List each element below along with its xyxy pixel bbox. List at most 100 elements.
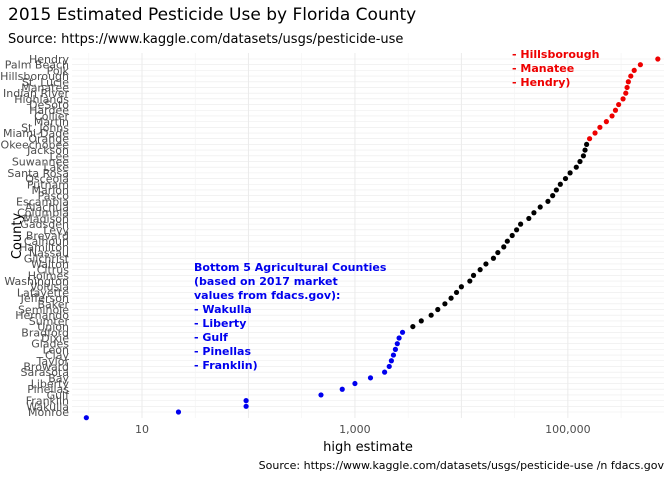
- y-tick-label: Calhoun: [24, 235, 69, 248]
- data-point: [537, 204, 543, 210]
- top-annotation-line: - Hillsborough: [512, 48, 599, 61]
- data-point: [655, 56, 661, 62]
- data-point: [609, 113, 615, 119]
- data-point: [448, 295, 454, 301]
- data-point: [553, 187, 559, 193]
- data-point: [526, 215, 532, 222]
- data-point: [396, 335, 402, 341]
- data-point: [399, 329, 406, 335]
- data-point: [352, 380, 358, 387]
- data-point: [470, 272, 477, 278]
- data-point: [175, 409, 182, 415]
- data-point: [495, 249, 501, 256]
- y-tick-label: Lake: [43, 161, 69, 174]
- data-point: [557, 181, 563, 187]
- data-point: [390, 352, 397, 358]
- data-point: [442, 301, 448, 307]
- data-point: [243, 403, 249, 409]
- y-axis-title: County: [10, 213, 25, 260]
- y-tick-label: St. Lucie: [22, 76, 69, 89]
- y-tick-label: Franklin: [26, 395, 69, 408]
- data-point: [518, 221, 524, 227]
- data-point: [453, 289, 460, 296]
- annotations: - Hillsborough- Manatee- Hendry) Bottom 5…: [194, 48, 599, 372]
- bottom-annotation-line: (based on 2017 market: [194, 275, 338, 288]
- y-tick-label: Orange: [28, 133, 69, 146]
- data-point: [550, 193, 556, 199]
- y-tick-label: Columbia: [17, 207, 69, 220]
- y-tick-label: Escambia: [16, 195, 69, 208]
- data-point: [367, 375, 374, 381]
- data-point: [631, 67, 637, 73]
- data-point: [513, 227, 520, 233]
- data-point: [625, 79, 631, 85]
- y-tick-label: Bay: [48, 372, 69, 385]
- data-point: [582, 147, 588, 153]
- y-tick-label: Hernando: [15, 309, 69, 322]
- y-tick-label: Brevard: [26, 230, 69, 243]
- data-point: [577, 158, 583, 165]
- x-tick-label: 10: [135, 423, 149, 436]
- y-tick-label: Lafayette: [17, 286, 69, 299]
- y-tick-label: Dixie: [41, 332, 69, 345]
- data-point: [545, 198, 551, 204]
- bottom-annotation-line: - Wakulla: [194, 303, 252, 316]
- data-point: [567, 170, 573, 176]
- y-tick-label: Indian River: [3, 87, 69, 100]
- data-point: [490, 255, 497, 261]
- y-tick-label: Highlands: [14, 93, 69, 106]
- y-tick-label: Jackson: [26, 144, 69, 157]
- y-tick-label: Hardee: [29, 104, 69, 117]
- data-point: [388, 358, 394, 364]
- data-point: [428, 312, 434, 318]
- y-tick-label: St. Johns: [21, 121, 69, 134]
- data-point: [382, 369, 388, 375]
- bottom-annotation-line: values from fdacs.gov):: [194, 289, 340, 302]
- data-point: [243, 398, 249, 404]
- top-annotation-line: - Manatee: [512, 62, 574, 75]
- y-tick-label: Gulf: [47, 389, 71, 402]
- y-tick-label: Gilchrist: [24, 252, 70, 265]
- x-tick-labels: 10 1,000 100,000: [135, 423, 591, 436]
- y-tick-label: Monroe: [28, 406, 69, 419]
- y-tick-label: Levy: [43, 224, 69, 237]
- chart-caption: Source: https://www.kaggle.com/datasets/…: [258, 459, 664, 472]
- y-tick-label: Broward: [23, 360, 69, 373]
- data-point: [592, 130, 598, 136]
- data-point: [531, 210, 537, 216]
- y-tick-label: Taylor: [36, 355, 70, 368]
- data-points: [83, 56, 661, 421]
- data-point: [435, 306, 441, 313]
- y-tick-label: Nassau: [29, 247, 69, 260]
- data-point: [624, 84, 630, 91]
- data-point: [509, 232, 515, 239]
- y-tick-label: Wakulla: [26, 400, 69, 413]
- y-tick-label: Santa Rosa: [7, 167, 69, 180]
- y-tick-label: Walton: [31, 258, 69, 271]
- y-tick-label: Holmes: [28, 269, 70, 282]
- y-tick-label: Marion: [31, 184, 69, 197]
- x-axis-title: high estimate: [323, 440, 413, 455]
- y-tick-label: Madison: [23, 212, 69, 225]
- y-tick-label: DeSoto: [29, 99, 69, 112]
- y-tick-label: Palm Beach: [5, 59, 69, 72]
- bottom-annotation-line: - Franklin): [194, 359, 258, 372]
- data-point: [580, 153, 587, 159]
- data-point: [83, 415, 89, 421]
- data-point: [477, 267, 483, 273]
- data-point: [467, 278, 473, 284]
- y-tick-label: Bradford: [21, 326, 69, 339]
- chart-subtitle: Source: https://www.kaggle.com/datasets/…: [8, 32, 404, 47]
- data-point: [637, 62, 643, 68]
- data-point: [339, 386, 345, 392]
- data-point: [318, 392, 324, 398]
- y-tick-label: Volusia: [30, 281, 69, 294]
- data-point: [392, 346, 399, 352]
- data-point: [620, 96, 626, 102]
- data-point: [501, 244, 507, 250]
- data-point: [612, 107, 619, 113]
- y-tick-label: Martin: [34, 116, 69, 129]
- y-tick-label: Hamilton: [19, 241, 69, 254]
